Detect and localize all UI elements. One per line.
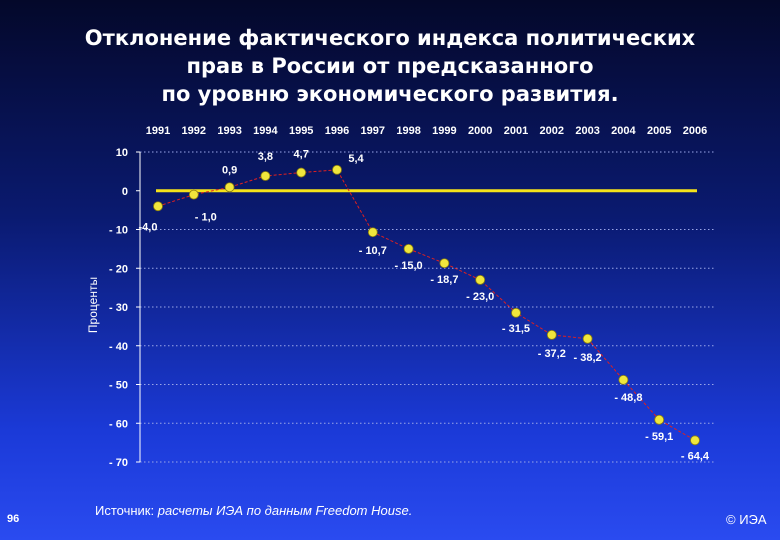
x-tick-label: 1999 bbox=[432, 125, 456, 137]
data-point bbox=[296, 167, 307, 178]
chart-title-line-3: по уровню экономического развития. bbox=[161, 82, 619, 106]
x-tick-label: 1998 bbox=[396, 125, 420, 137]
y-tick-label: - 50 bbox=[109, 380, 128, 392]
data-label: - 48,8 bbox=[614, 392, 642, 404]
series-line bbox=[157, 169, 696, 441]
page-number: 96 bbox=[7, 513, 20, 525]
x-tick-label: 1996 bbox=[325, 125, 349, 137]
data-point bbox=[690, 435, 700, 446]
y-tick-label: 10 bbox=[116, 147, 128, 159]
source-text: расчеты ИЭА по данным Freedom House. bbox=[157, 503, 413, 518]
data-label: - 10,7 bbox=[359, 245, 387, 257]
data-label: - 18,7 bbox=[430, 274, 458, 286]
data-point bbox=[188, 189, 199, 200]
data-point bbox=[332, 164, 342, 175]
data-point bbox=[654, 414, 665, 425]
x-tick-label: 2004 bbox=[611, 125, 636, 137]
data-point bbox=[224, 182, 235, 193]
chart-title: Отклонение фактического индекса политиче… bbox=[0, 24, 780, 108]
data-point bbox=[618, 374, 629, 385]
data-point bbox=[260, 171, 271, 181]
data-point bbox=[511, 307, 521, 318]
x-tick-label: 1995 bbox=[289, 125, 313, 137]
data-label: - 37,2 bbox=[538, 348, 566, 360]
data-label: - 15,0 bbox=[395, 260, 423, 272]
copyright-text: © ИЭА bbox=[726, 512, 767, 527]
data-label: -4,0 bbox=[139, 221, 158, 233]
x-tick-label: 2003 bbox=[575, 125, 599, 137]
y-tick-label: - 40 bbox=[109, 341, 128, 353]
data-point bbox=[439, 258, 450, 269]
data-label: 0,9 bbox=[222, 164, 237, 176]
x-tick-label: 2006 bbox=[683, 125, 707, 137]
chart-title-line-1: Отклонение фактического индекса политиче… bbox=[84, 26, 696, 50]
x-tick-label: 2005 bbox=[647, 125, 671, 137]
source-note: Источник: расчеты ИЭА по данным Freedom … bbox=[95, 503, 412, 518]
data-label: 3,8 bbox=[258, 151, 273, 163]
data-point bbox=[153, 201, 163, 212]
data-label: 4,7 bbox=[294, 149, 309, 161]
y-tick-label: - 20 bbox=[109, 263, 128, 275]
data-point bbox=[403, 243, 414, 254]
x-tick-label: 2001 bbox=[504, 125, 528, 137]
data-label: - 31,5 bbox=[502, 323, 530, 335]
x-tick-label: 1993 bbox=[217, 125, 241, 137]
data-label: 5,4 bbox=[348, 153, 364, 165]
y-tick-label: 0 bbox=[122, 186, 128, 198]
x-tick-label: 2000 bbox=[468, 125, 492, 137]
y-tick-label: - 30 bbox=[109, 302, 128, 314]
data-label: - 23,0 bbox=[466, 291, 494, 303]
x-tick-label: 1997 bbox=[361, 125, 385, 137]
data-point bbox=[475, 274, 486, 285]
data-label: - 64,4 bbox=[681, 450, 710, 462]
data-point bbox=[367, 227, 378, 238]
data-point bbox=[582, 333, 593, 344]
y-axis-title: Проценты bbox=[86, 277, 100, 333]
chart-title-line-2: прав в России от предсказанного bbox=[186, 54, 594, 78]
data-point bbox=[546, 329, 557, 340]
data-label: - 1,0 bbox=[195, 212, 217, 224]
x-tick-label: 2002 bbox=[540, 125, 564, 137]
data-label: - 38,2 bbox=[574, 352, 602, 364]
x-tick-label: 1991 bbox=[146, 125, 170, 137]
x-tick-label: 1992 bbox=[182, 125, 206, 137]
y-tick-label: - 70 bbox=[109, 457, 128, 469]
source-label: Источник: bbox=[95, 503, 155, 518]
data-label: - 59,1 bbox=[645, 431, 673, 443]
x-tick-label: 1994 bbox=[253, 125, 278, 137]
y-tick-label: - 10 bbox=[109, 225, 128, 237]
y-tick-label: - 60 bbox=[109, 418, 128, 430]
